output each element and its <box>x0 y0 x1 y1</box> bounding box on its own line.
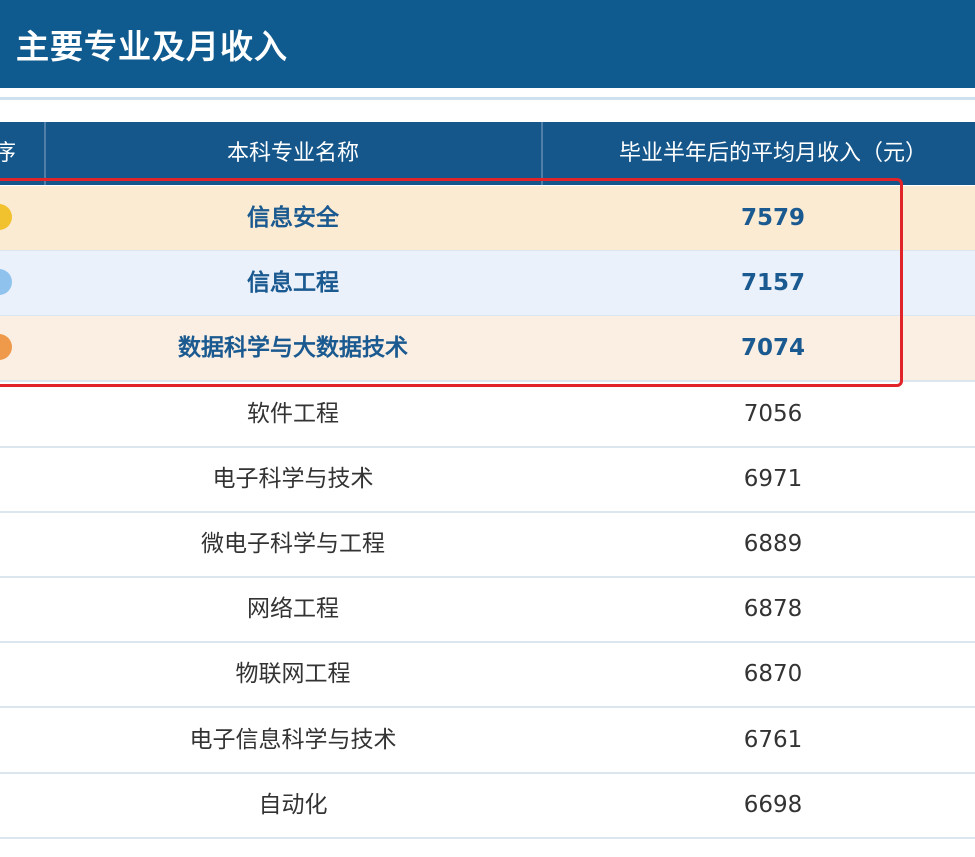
table-row: 电子科学与技术 6971 <box>0 447 975 513</box>
table-row: 物联网工程 6870 <box>0 642 975 709</box>
column-divider <box>541 122 543 185</box>
income-value: 6889 <box>743 531 803 557</box>
medal-icon <box>0 204 12 230</box>
major-name: 信息安全 <box>247 205 339 231</box>
income-value: 7579 <box>740 205 805 231</box>
table-row: 电子信息科学与技术 6761 <box>0 708 975 774</box>
header-major-name: 本科专业名称 <box>226 141 359 166</box>
income-value: 6971 <box>743 465 803 492</box>
major-name: 电子科学与技术 <box>212 465 374 492</box>
major-name: 软件工程 <box>247 400 339 427</box>
income-value: 6870 <box>743 661 803 688</box>
major-name: 物联网工程 <box>235 661 351 688</box>
major-name: 电子信息科学与技术 <box>189 726 397 753</box>
medal-icon <box>0 269 12 296</box>
divider <box>0 97 975 100</box>
income-value: 6698 <box>743 791 803 818</box>
income-value: 7074 <box>740 335 805 362</box>
medal-icon <box>0 334 12 361</box>
table-row: 网络工程 6878 <box>0 577 975 644</box>
table-row: 软件工程 7056 <box>0 382 975 448</box>
table-row: 信息安全 7579 <box>0 186 975 252</box>
table-row: 信息工程 7157 <box>0 251 975 318</box>
major-name: 自动化 <box>258 791 328 818</box>
table-header: 序 本科专业名称 毕业半年后的平均月收入（元） <box>0 122 975 185</box>
table-row: 数据科学与大数据技术 7074 <box>0 316 975 383</box>
title-bar: 主要专业及月收入 <box>0 0 975 88</box>
major-name: 信息工程 <box>247 270 339 297</box>
income-value: 6761 <box>743 726 803 753</box>
major-name: 数据科学与大数据技术 <box>178 335 408 362</box>
income-value: 7157 <box>740 270 805 297</box>
column-divider <box>44 122 46 185</box>
page-title: 主要专业及月收入 <box>16 27 288 66</box>
table-row: 自动化 6698 <box>0 773 975 839</box>
table-row: 微电子科学与工程 6889 <box>0 512 975 578</box>
income-value: 7056 <box>743 400 803 427</box>
header-rank: 序 <box>0 141 16 166</box>
header-income: 毕业半年后的平均月收入（元） <box>618 141 927 166</box>
major-name: 微电子科学与工程 <box>201 531 385 557</box>
income-value: 6878 <box>743 596 803 623</box>
major-name: 网络工程 <box>247 596 339 623</box>
